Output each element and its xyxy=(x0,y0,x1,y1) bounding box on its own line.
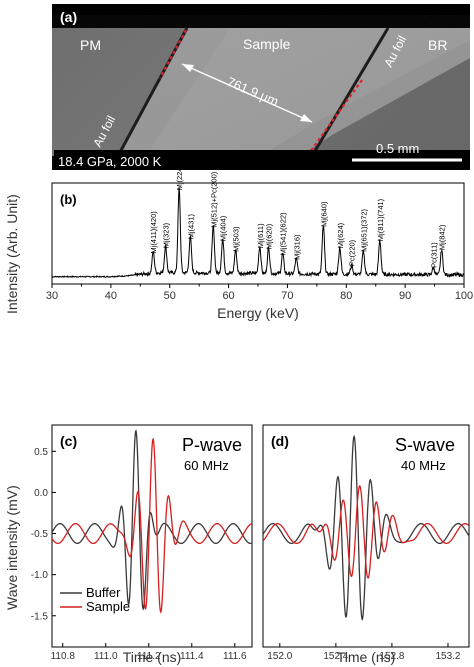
panel-a-label: (a) xyxy=(60,9,77,25)
wave-x-tick-label: 111.2 xyxy=(137,651,161,662)
p-wave-frame xyxy=(51,424,253,648)
peak-label: Mj(624) xyxy=(336,222,345,248)
legend-sample-label: Sample xyxy=(86,599,130,614)
s-wave-ticks: 152.0 152.4 152.8 153.2 xyxy=(267,643,461,662)
pm-label: PM xyxy=(80,37,101,53)
peak-label: Mj(404) xyxy=(219,215,228,241)
wave-x-tick-label: 111.4 xyxy=(180,651,204,662)
peak-label: Mj(224) xyxy=(175,164,184,190)
wave-y-axis-label: Wave intensity (mV) xyxy=(4,485,20,610)
radiograph-panel xyxy=(52,4,470,170)
conditions-label: 18.4 GPa, 2000 K xyxy=(58,154,162,169)
peak-labels: Mj(411)(420) Mj(323) Mj(224) Mj(431) Mj(512)… xyxy=(149,164,446,267)
panel-c-label: (c) xyxy=(60,433,77,449)
legend-buffer-label: Buffer xyxy=(86,585,121,600)
spectrum-x-axis-label: Energy (keV) xyxy=(217,305,299,321)
peak-label: Mj(503) xyxy=(232,226,241,252)
sample-label: Sample xyxy=(243,36,291,52)
wave-x-tick-label: 110.8 xyxy=(51,651,76,662)
wave-y-tick-label: -1.0 xyxy=(31,570,49,581)
wave-x-tick-label: 153.2 xyxy=(435,651,460,662)
spectrum-x-tick-label: 40 xyxy=(105,290,117,302)
wave-y-tick-label: 0.5 xyxy=(34,447,48,458)
image-grain xyxy=(52,28,470,156)
peak-label: Mj(811)(741) xyxy=(376,198,385,241)
spectrum-x-tick-label: 100 xyxy=(455,290,473,302)
p-wave-frequency: 60 MHz xyxy=(184,458,229,473)
peak-label: Pc(311) xyxy=(429,242,438,268)
peak-label: Mj(411)(420) xyxy=(149,211,158,254)
peak-label: Mj(640) xyxy=(319,201,328,227)
peak-label: Mj(620) xyxy=(265,223,274,249)
spectrum-line xyxy=(52,187,464,279)
wave-y-tick-label: -1.5 xyxy=(31,611,49,622)
p-wave-title: P-wave xyxy=(182,435,242,455)
s-wave-buffer-line xyxy=(263,434,469,621)
panel-b-label: (b) xyxy=(60,192,77,207)
peak-label: Mj(611) xyxy=(256,223,265,248)
s-wave-panel: 152.0 152.4 152.8 153.2 xyxy=(262,424,470,662)
peak-label: Mj(431) xyxy=(186,213,195,239)
peak-label: Mj(541)(622) xyxy=(279,212,288,255)
wave-y-tick-label: -0.5 xyxy=(31,529,49,540)
spectrum-x-tick-label: 90 xyxy=(399,290,411,302)
peak-label: Mj(316) xyxy=(292,234,301,260)
distance-arrow-head-left xyxy=(182,64,194,72)
peak-label: Mj(842) xyxy=(438,224,447,250)
spectrum-x-tick-label: 60 xyxy=(222,290,234,302)
spectrum-panel: Mj(411)(420) Mj(323) Mj(224) Mj(431) Mj(512)… xyxy=(46,164,473,302)
right-foil-edge xyxy=(310,27,390,157)
peak-label: Mj(323) xyxy=(162,222,171,248)
left-foil-edge xyxy=(116,27,189,157)
s-wave-sample-line xyxy=(263,485,469,579)
spectrum-x-tick-label: 30 xyxy=(46,290,58,302)
s-wave-x-axis-label: Time (ns) xyxy=(337,649,396,665)
p-wave-sample-line xyxy=(52,437,252,614)
wave-x-tick-label: 111.6 xyxy=(223,651,247,662)
distance-arrow-head-right xyxy=(300,114,312,122)
wave-x-tick-label: 152.8 xyxy=(379,651,404,662)
right-foil-marker xyxy=(309,79,363,153)
spectrum-x-ticks: 30 40 50 60 70 80 90 100 xyxy=(46,284,473,302)
scale-bar-label: 0.5 mm xyxy=(376,141,419,156)
distance-arrow xyxy=(181,63,313,123)
br-label: BR xyxy=(428,37,447,53)
wave-y-tick-label: 0.0 xyxy=(34,488,48,499)
image-caption-bar xyxy=(54,150,470,170)
panel-d-label: (d) xyxy=(271,433,289,449)
p-wave-ticks: 110.8 111.0 111.2 111.4 111.6 0.5 0.0 -0.5 -1.0 -… xyxy=(31,447,247,662)
spectrum-y-axis-label: Intensity (Arb. Unit) xyxy=(4,194,20,314)
p-wave-x-axis-label: Time (ns) xyxy=(123,649,182,665)
spectrum-x-tick-label: 80 xyxy=(340,290,352,302)
peak-label: Pc(220) xyxy=(348,239,357,266)
wave-x-tick-label: 152.0 xyxy=(267,651,292,662)
p-wave-panel: 110.8 111.0 111.2 111.4 111.6 0.5 0.0 -0.5 -1.0 -… xyxy=(31,424,253,662)
spectrum-x-tick-label: 50 xyxy=(164,290,176,302)
s-wave-frequency: 40 MHz xyxy=(401,458,446,473)
wave-x-tick-label: 111.0 xyxy=(94,651,118,662)
peak-label: Mj(512)+Pc(200) xyxy=(209,171,218,228)
peak-label: Mj(651)(372) xyxy=(359,208,368,251)
wave-x-tick-label: 152.4 xyxy=(323,651,348,662)
s-wave-title: S-wave xyxy=(395,435,455,455)
spectrum-x-tick-label: 70 xyxy=(281,290,293,302)
